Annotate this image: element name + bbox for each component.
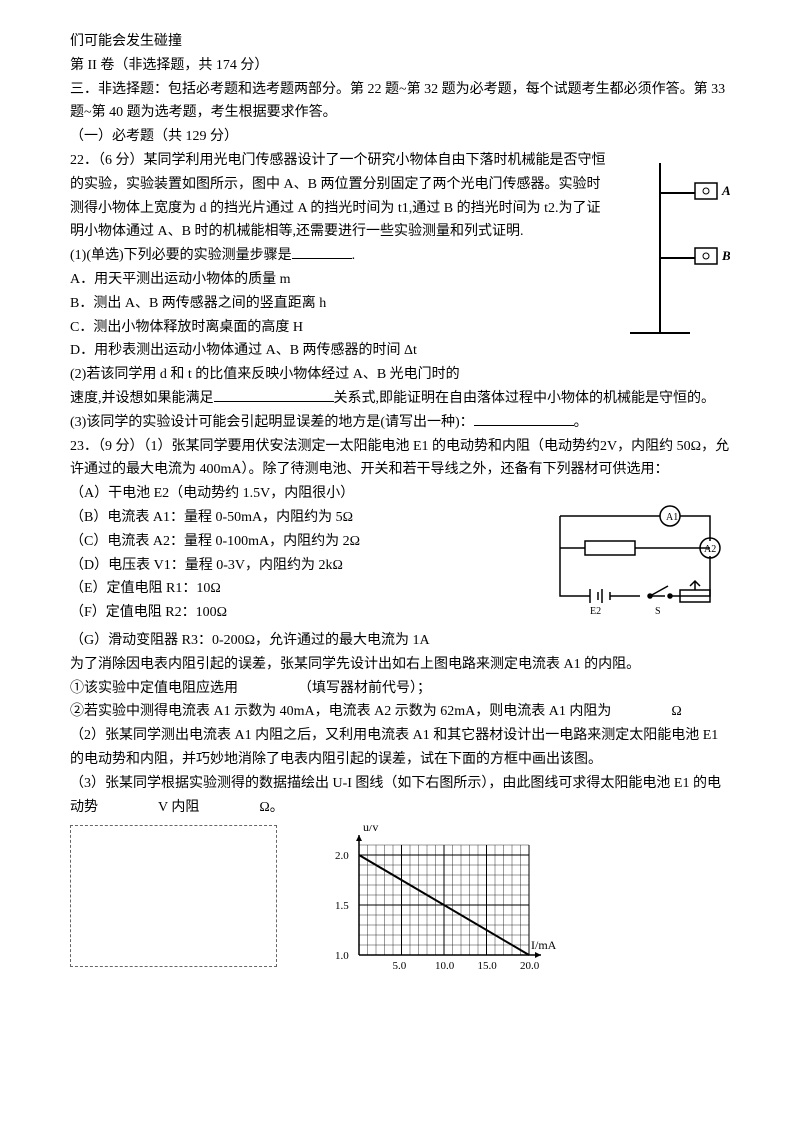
- svg-text:20.0: 20.0: [520, 960, 540, 972]
- q23-q1a: ①该实验中定值电阻应选用: [70, 681, 238, 696]
- apparatus-label-b: B: [721, 248, 730, 263]
- q22-p2a: (2)若该同学用 d 和 t 的比值来反映小物体经过 A、B 光电门时的: [70, 363, 730, 387]
- apparatus-svg: A B: [620, 153, 730, 338]
- svg-text:15.0: 15.0: [477, 960, 497, 972]
- q23-para1: 为了消除因电表内阻引起的误差，张某同学先设计出如右上图电路来测定电流表 A1 的…: [70, 653, 730, 677]
- circuit-e2-label: E2: [590, 606, 601, 616]
- q23-q1b: （填写器材前代号）；: [298, 681, 431, 696]
- q23-para2: （2）张某同学测出电流表 A1 内阻之后，又利用电流表 A1 和其它器材设计出一…: [70, 724, 730, 772]
- intro-l0: 们可能会发生碰撞: [70, 30, 730, 54]
- svg-text:1.0: 1.0: [335, 950, 349, 962]
- q23-stem: 23．（9 分）（1）张某同学要用伏安法测定一太阳能电池 E1 的电动势和内阻（…: [70, 435, 730, 483]
- svg-text:2.0: 2.0: [335, 850, 349, 862]
- q23-para3c: Ω。: [259, 800, 283, 815]
- q23-q2a: ②若实验中测得电流表 A1 示数为 40mA，电流表 A2 示数为 62mA，则…: [70, 704, 611, 719]
- q22-p1-tail: .: [352, 248, 356, 263]
- svg-text:1.5: 1.5: [335, 900, 349, 912]
- circuit-figure: A1 A2 E2 S: [540, 486, 730, 625]
- graph-svg: u/v I/mA 1.0 1.5 2.0 5.0 10.0 15.0 20.0: [321, 825, 561, 985]
- q22-p3b: 。: [574, 415, 588, 430]
- intro-l2: 三．非选择题：包括必考题和选考题两部分。第 22 题~第 32 题为必考题，每个…: [70, 78, 730, 126]
- q23-para3: （3）张某同学根据实验测得的数据描绘出 U-I 图线（如下右图所示），由此图线可…: [70, 772, 730, 820]
- q23-q2b: Ω: [671, 704, 681, 719]
- intro-l1: 第 II 卷（非选择题，共 174 分）: [70, 54, 730, 78]
- q22-p3: (3)该同学的实验设计可能会引起明显误差的地方是(请写出一种)： 。: [70, 411, 730, 435]
- q23-iG: （G）滑动变阻器 R3：0-200Ω，允许通过的最大电流为 1A: [70, 629, 730, 653]
- answer-box: [70, 825, 277, 967]
- q22-p1-text: (1)(单选)下列必要的实验测量步骤是: [70, 248, 292, 263]
- page: 们可能会发生碰撞 第 II 卷（非选择题，共 174 分） 三．非选择题：包括必…: [0, 0, 800, 1132]
- q23-para3b: V 内阻: [158, 800, 199, 815]
- circuit-a1-label: A1: [666, 512, 678, 523]
- q23-q2: ②若实验中测得电流表 A1 示数为 40mA，电流表 A2 示数为 62mA，则…: [70, 700, 730, 724]
- intro-l3: （一）必考题（共 129 分）: [70, 125, 730, 149]
- blank: [292, 244, 352, 259]
- q22-p3a: (3)该同学的实验设计可能会引起明显误差的地方是(请写出一种)：: [70, 415, 474, 430]
- q22-p2b-text: 速度,并设想如果能满足: [70, 391, 214, 406]
- circuit-s-label: S: [655, 606, 661, 616]
- blank: [214, 387, 334, 402]
- ui-graph: u/v I/mA 1.0 1.5 2.0 5.0 10.0 15.0 20.0: [321, 825, 561, 994]
- svg-text:I/mA: I/mA: [531, 938, 557, 952]
- q22-p2b: 速度,并设想如果能满足 关系式,即能证明在自由落体过程中小物体的机械能是守恒的。: [70, 387, 730, 411]
- svg-text:5.0: 5.0: [392, 960, 406, 972]
- apparatus-figure: A B: [620, 153, 730, 347]
- svg-text:u/v: u/v: [363, 825, 378, 834]
- q23-q1: ①该实验中定值电阻应选用 （填写器材前代号）；: [70, 677, 730, 701]
- circuit-svg: A1 A2 E2 S: [540, 486, 730, 616]
- svg-text:10.0: 10.0: [435, 960, 455, 972]
- apparatus-label-a: A: [721, 183, 730, 198]
- q22-p2c-text: 关系式,即能证明在自由落体过程中小物体的机械能是守恒的。: [334, 391, 716, 406]
- blank: [474, 411, 574, 426]
- bottom-figures: u/v I/mA 1.0 1.5 2.0 5.0 10.0 15.0 20.0: [70, 825, 730, 994]
- circuit-a2-label: A2: [704, 544, 716, 555]
